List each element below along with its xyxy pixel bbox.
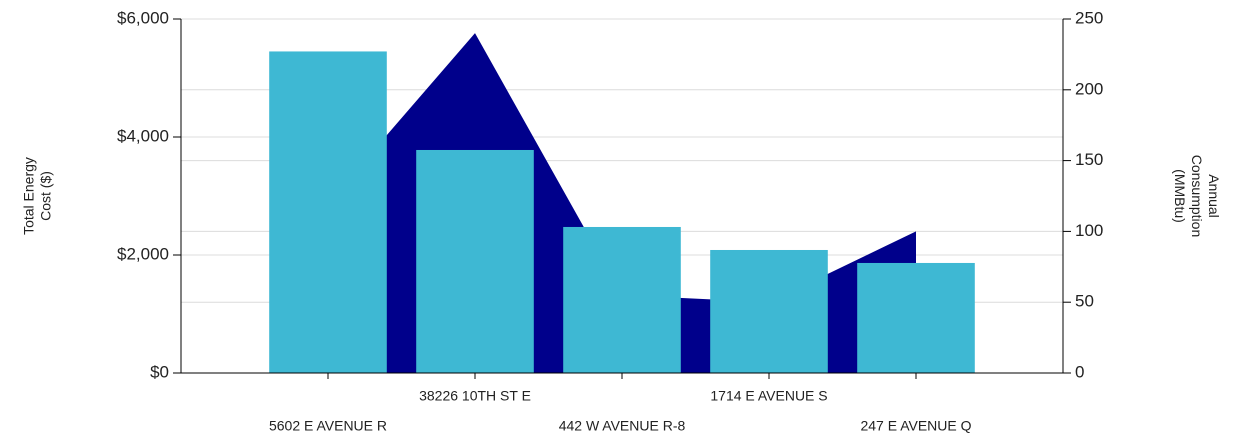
y-axis-title: Total EnergyCost ($) xyxy=(20,157,53,235)
y2-tick-label: 100 xyxy=(1075,221,1103,240)
x-tick-label: 38226 10TH ST E xyxy=(419,388,531,404)
x-tick-label: 247 E AVENUE Q xyxy=(860,418,971,434)
y2-axis-title-line: Annual xyxy=(1206,174,1222,218)
x-tick-label: 1714 E AVENUE S xyxy=(710,388,827,404)
y2-axis-title: AnnualConsumption(MMBtu) xyxy=(1172,155,1222,238)
y-tick-label: $6,000 xyxy=(117,8,169,27)
bar xyxy=(563,226,681,373)
y-axis-title-line: Total Energy xyxy=(20,157,36,235)
y2-tick-label: 250 xyxy=(1075,8,1103,27)
y-axis-title-line: Cost ($) xyxy=(37,171,53,221)
y2-axis-title-line: (MMBtu) xyxy=(1172,169,1188,223)
y2-tick-label: 50 xyxy=(1075,292,1094,311)
y2-tick-label: 200 xyxy=(1075,79,1103,98)
x-tick-label: 5602 E AVENUE R xyxy=(269,418,387,434)
y2-tick-label: 0 xyxy=(1075,362,1084,381)
y2-tick-label: 150 xyxy=(1075,150,1103,169)
bar xyxy=(416,149,534,373)
bar xyxy=(857,262,975,373)
bar xyxy=(710,249,828,373)
x-tick-label: 442 W AVENUE R-8 xyxy=(559,418,686,434)
bar xyxy=(269,51,387,373)
y-tick-label: $2,000 xyxy=(117,244,169,263)
y2-axis-title-line: Consumption xyxy=(1189,155,1205,238)
y-tick-label: $4,000 xyxy=(117,126,169,145)
y-tick-label: $0 xyxy=(150,362,169,381)
